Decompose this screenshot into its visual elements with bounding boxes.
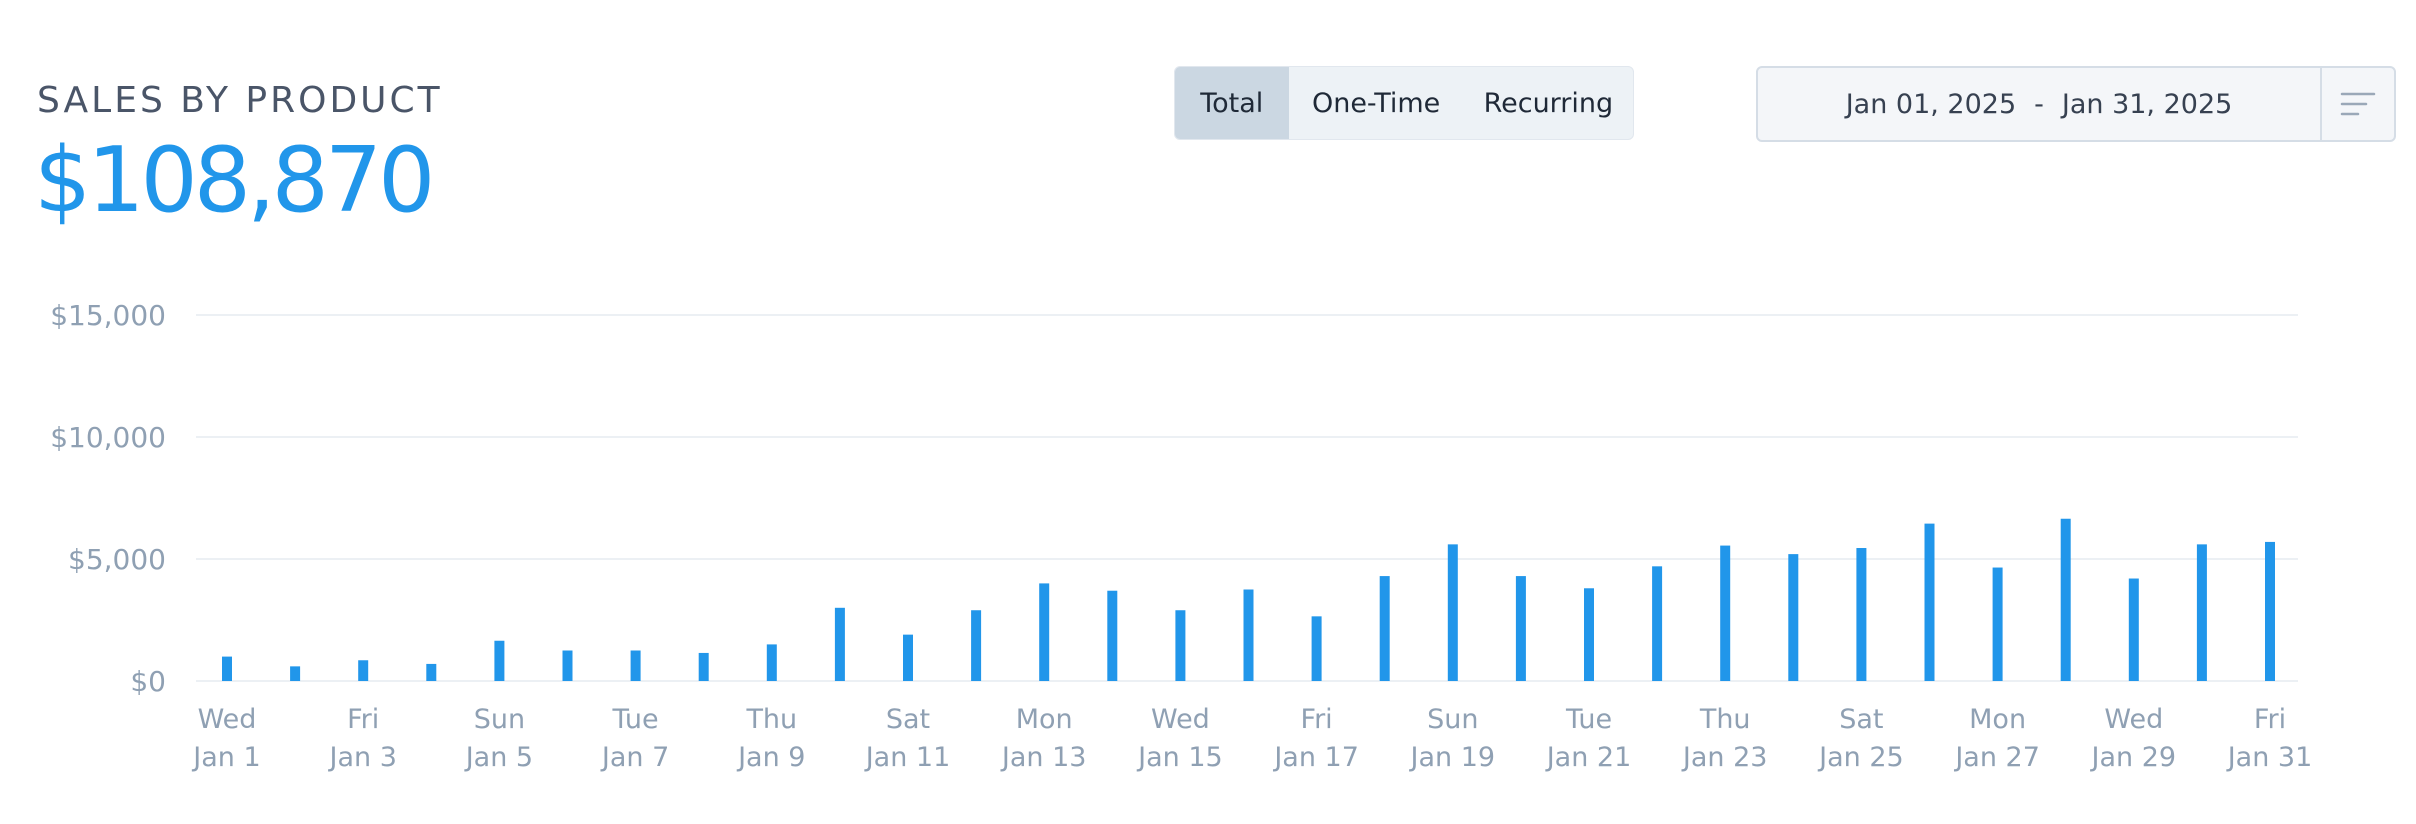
x-tick-date-label: Jan 15	[1136, 742, 1223, 773]
bar	[1175, 610, 1186, 681]
x-tick-date-label: Jan 3	[328, 742, 397, 773]
x-tick-date-label: Jan 11	[864, 742, 951, 773]
x-tick-day-label: Sat	[1839, 704, 1883, 735]
x-tick-day-label: Mon	[1016, 704, 1073, 735]
x-tick-day-label: Sun	[474, 704, 525, 735]
x-tick-date-label: Jan 19	[1409, 742, 1496, 773]
bar	[903, 634, 913, 681]
x-tick-day-label: Tue	[612, 704, 659, 735]
toggle-total-button[interactable]: Total	[1175, 67, 1289, 139]
x-tick-day-label: Thu	[745, 704, 797, 735]
total-sales-amount: $108,870	[34, 128, 435, 233]
bar	[1107, 590, 1118, 681]
x-tick-day-label: Sat	[886, 704, 930, 735]
x-tick-date-label: Jan 9	[736, 742, 805, 773]
bar	[1992, 567, 2003, 681]
x-tick-day-label: Wed	[198, 704, 257, 735]
bar	[290, 666, 301, 681]
bar	[1788, 554, 1799, 681]
x-tick-date-label: Jan 13	[1000, 742, 1087, 773]
y-tick-label: $10,000	[50, 421, 166, 454]
bar	[766, 644, 777, 681]
x-tick-date-label: Jan 1	[191, 742, 260, 773]
bar	[1379, 576, 1390, 681]
x-tick-date-label: Jan 17	[1272, 742, 1359, 773]
date-range-picker: Jan 01, 2025 - Jan 31, 2025	[1756, 66, 2396, 142]
x-tick-date-label: Jan 25	[1817, 742, 1904, 773]
y-tick-label: $5,000	[68, 543, 166, 576]
bar	[2265, 541, 2275, 681]
bar	[834, 607, 845, 681]
bar	[1039, 583, 1050, 681]
x-tick-date-label: Jan 31	[2226, 742, 2313, 773]
bar	[1447, 544, 1458, 681]
date-range-end: Jan 31, 2025	[2061, 88, 2233, 120]
x-tick-date-label: Jan 5	[464, 742, 533, 773]
x-tick-day-label: Wed	[1151, 704, 1210, 735]
bar	[222, 656, 232, 681]
date-range-start: Jan 01, 2025	[1845, 88, 2017, 120]
x-tick-date-label: Jan 29	[2090, 742, 2177, 773]
bar	[2060, 518, 2071, 681]
bar	[426, 663, 437, 681]
bar	[2196, 544, 2207, 681]
bar	[2128, 578, 2139, 681]
bar	[1584, 588, 1594, 681]
x-tick-day-label: Fri	[1301, 704, 1333, 735]
bar	[1720, 545, 1731, 681]
chart-title: SALES BY PRODUCT	[37, 80, 443, 121]
y-tick-label: $0	[130, 665, 166, 698]
bar	[1515, 576, 1526, 681]
x-tick-day-label: Fri	[347, 704, 379, 735]
bar	[630, 650, 641, 681]
x-tick-day-label: Mon	[1969, 704, 2026, 735]
toggle-recurring-button[interactable]: Recurring	[1483, 87, 1614, 119]
bar	[562, 650, 573, 681]
date-range-field[interactable]: Jan 01, 2025 - Jan 31, 2025	[1758, 68, 2320, 140]
bar	[1856, 548, 1867, 681]
x-tick-date-label: Jan 23	[1681, 742, 1768, 773]
toggle-one-time-button[interactable]: One-Time	[1311, 87, 1441, 119]
bar	[971, 610, 982, 681]
bar	[1652, 566, 1663, 681]
x-tick-day-label: Fri	[2254, 704, 2286, 735]
x-tick-date-label: Jan 21	[1545, 742, 1632, 773]
bar	[1243, 589, 1254, 681]
x-tick-day-label: Tue	[1565, 704, 1612, 735]
y-tick-label: $15,000	[50, 299, 166, 332]
x-tick-day-label: Sun	[1427, 704, 1478, 735]
date-range-menu-button[interactable]	[2320, 68, 2394, 140]
x-tick-date-label: Jan 7	[600, 742, 669, 773]
date-range-separator: -	[2034, 88, 2044, 120]
x-tick-date-label: Jan 27	[1953, 742, 2040, 773]
x-tick-day-label: Thu	[1699, 704, 1751, 735]
bar	[698, 652, 709, 681]
bar	[494, 640, 505, 681]
bar	[1924, 523, 1935, 681]
bar	[358, 660, 369, 681]
bar	[1311, 616, 1322, 681]
filter-lines-icon	[2340, 92, 2376, 116]
x-tick-day-label: Wed	[2104, 704, 2163, 735]
sales-type-toggle: Total One-Time Recurring	[1174, 66, 1634, 140]
